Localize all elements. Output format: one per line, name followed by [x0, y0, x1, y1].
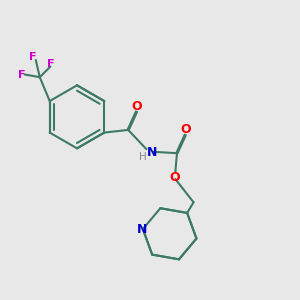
Text: O: O [131, 100, 142, 113]
Text: F: F [18, 70, 26, 80]
Text: H: H [139, 152, 147, 163]
Text: F: F [47, 59, 55, 69]
Text: F: F [29, 52, 37, 61]
Text: N: N [137, 223, 148, 236]
Text: O: O [169, 171, 180, 184]
Text: N: N [147, 146, 157, 159]
Text: O: O [180, 123, 191, 136]
